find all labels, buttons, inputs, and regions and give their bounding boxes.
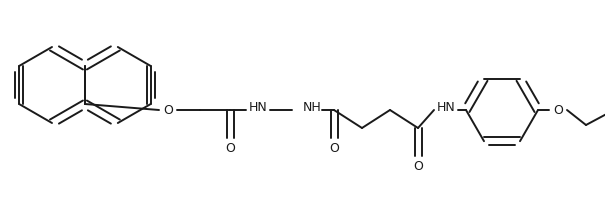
Text: O: O (553, 103, 563, 117)
Text: O: O (329, 141, 339, 154)
Text: O: O (163, 103, 173, 117)
Text: O: O (413, 160, 423, 172)
Text: O: O (225, 141, 235, 154)
Text: HN: HN (437, 101, 456, 114)
Text: NH: NH (302, 101, 321, 114)
Text: HN: HN (249, 101, 267, 114)
